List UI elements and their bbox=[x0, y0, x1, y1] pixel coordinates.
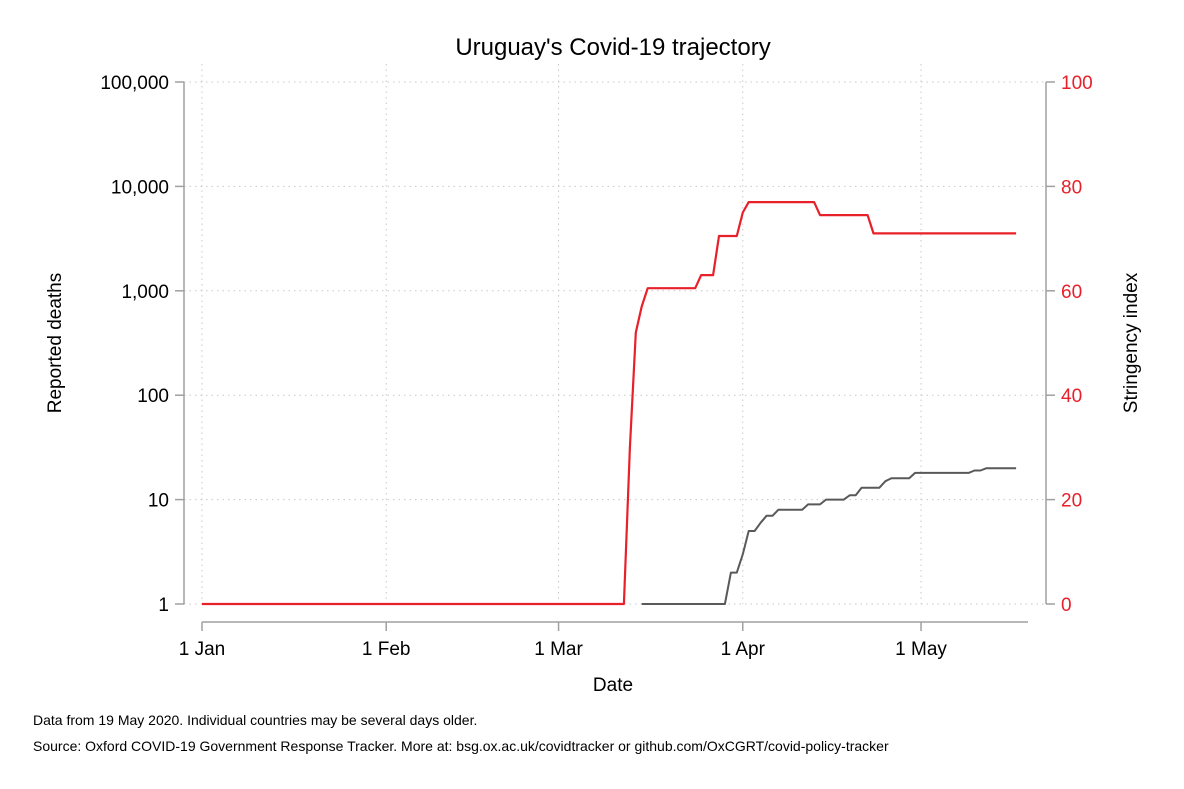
y-right-tick-label: 20 bbox=[1061, 491, 1082, 512]
y-right-tick-label: 80 bbox=[1061, 177, 1082, 198]
axes bbox=[175, 81, 1055, 631]
y-left-tick-label: 100,000 bbox=[100, 73, 169, 94]
grid bbox=[184, 64, 1046, 605]
source-note: Source: Oxford COVID-19 Government Respo… bbox=[33, 738, 889, 754]
tick-labels: 1 10 100 1,000 10,000 100,000 0 20 40 60 80 100 1 Ja… bbox=[100, 73, 1092, 660]
y-right-tick-label: 100 bbox=[1061, 73, 1093, 94]
x-tick-label: 1 Mar bbox=[534, 639, 583, 660]
y-right-tick-label: 60 bbox=[1061, 282, 1082, 303]
y-left-tick-label: 1 bbox=[158, 595, 169, 616]
y-left-tick-label: 1,000 bbox=[121, 282, 169, 303]
y-right-tick-label: 0 bbox=[1061, 595, 1072, 616]
y-left-tick-label: 100 bbox=[137, 386, 169, 407]
x-tick-label: 1 May bbox=[895, 639, 947, 660]
y-right-tick-label: 40 bbox=[1061, 386, 1082, 407]
series-layer bbox=[202, 201, 1017, 606]
y-right-axis-title: Stringency index bbox=[1121, 272, 1142, 413]
x-tick-label: 1 Feb bbox=[362, 639, 411, 660]
chart-title: Uruguay's Covid-19 trajectory bbox=[455, 34, 770, 61]
stringency-line bbox=[202, 201, 1017, 606]
chart: Uruguay's Covid-19 trajectory 1 10 100 1,00… bbox=[45, 34, 1142, 696]
data-date-note: Data from 19 May 2020. Individual countr… bbox=[33, 712, 478, 728]
y-left-tick-label: 10,000 bbox=[111, 177, 169, 198]
y-left-tick-label: 10 bbox=[148, 491, 169, 512]
deaths-line bbox=[641, 467, 1017, 605]
x-axis-title: Date bbox=[593, 675, 633, 696]
x-tick-label: 1 Apr bbox=[721, 639, 766, 660]
x-tick-label: 1 Jan bbox=[179, 639, 225, 660]
y-left-axis-title: Reported deaths bbox=[45, 273, 66, 414]
